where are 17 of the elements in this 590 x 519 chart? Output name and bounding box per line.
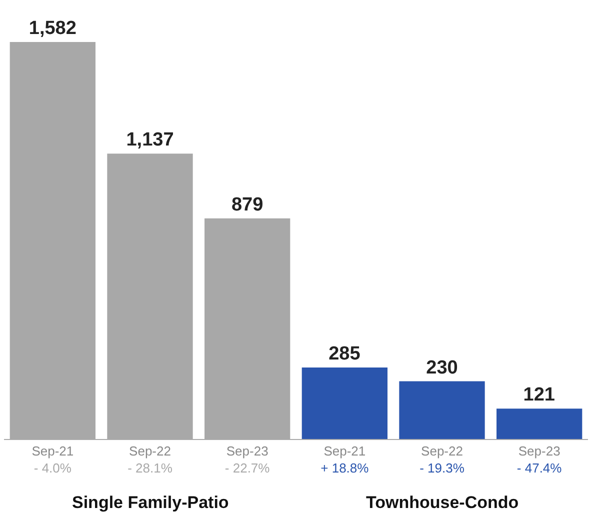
x-tick-label: Sep-22 - 28.1% (128, 444, 173, 476)
x-tick-label: Sep-21 + 18.8% (320, 444, 370, 476)
data-label: 879 (231, 194, 264, 216)
data-label: 230 (426, 357, 458, 378)
bar (302, 367, 388, 439)
bar (496, 408, 582, 439)
text: Townhouse-Condo (366, 493, 519, 512)
data-label: 1,582 (28, 18, 76, 39)
x-tick-label: Sep-23 - 22.7% (224, 444, 270, 476)
x-tick-label: Sep-23 - 47.4% (516, 444, 562, 476)
bar (399, 381, 485, 439)
data-label: 1,137 (126, 130, 174, 151)
data-label: 285 (328, 343, 361, 364)
x-tick-label: Sep-21 - 4.0% (32, 444, 74, 476)
text: Single Family-Patio (72, 493, 229, 512)
data-label: 121 (523, 384, 556, 406)
x-tick-label: Sep-22 - 19.3% (420, 444, 465, 476)
